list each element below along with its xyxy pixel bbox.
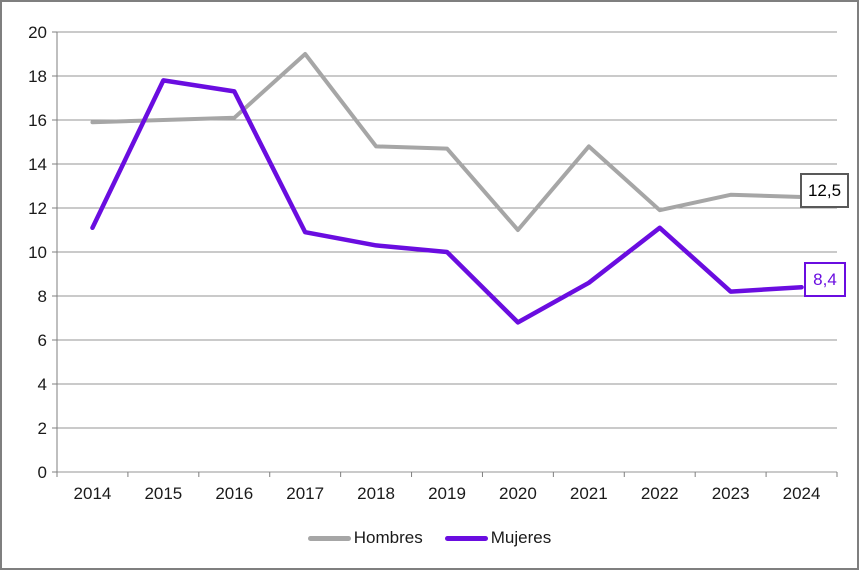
legend-item-hombres: Hombres xyxy=(307,528,423,548)
x-tick-label: 2022 xyxy=(641,484,679,503)
x-tick-label: 2014 xyxy=(74,484,112,503)
legend-item-mujeres: Mujeres xyxy=(444,528,552,548)
x-tick-label: 2024 xyxy=(783,484,821,503)
x-tick-label: 2020 xyxy=(499,484,537,503)
x-tick-label: 2017 xyxy=(286,484,324,503)
legend: Hombres Mujeres xyxy=(2,524,857,552)
hombres-line xyxy=(90,52,804,232)
y-tick-label: 10 xyxy=(28,243,47,262)
y-tick-label: 4 xyxy=(38,375,47,394)
y-tick-label: 12 xyxy=(28,199,47,218)
y-tick-label: 18 xyxy=(28,67,47,86)
x-tick-label: 2015 xyxy=(144,484,182,503)
legend-label-mujeres: Mujeres xyxy=(490,528,552,547)
hombres-line-swatch xyxy=(307,535,351,541)
mujeres-line xyxy=(90,78,804,325)
y-tick-label: 2 xyxy=(38,419,47,438)
hombres-data-label: 12,5 xyxy=(800,173,849,208)
y-tick-label: 14 xyxy=(28,155,47,174)
y-tick-label: 6 xyxy=(38,331,47,350)
y-tick-label: 8 xyxy=(38,287,47,306)
x-tick-label: 2018 xyxy=(357,484,395,503)
x-tick-label: 2019 xyxy=(428,484,466,503)
mujeres-data-label: 8,4 xyxy=(804,262,846,297)
y-tick-label: 0 xyxy=(38,463,47,482)
mujeres-line-swatch xyxy=(444,535,488,541)
x-tick-label: 2023 xyxy=(712,484,750,503)
y-tick-label: 16 xyxy=(28,111,47,130)
legend-label-hombres: Hombres xyxy=(353,528,423,547)
x-tick-label: 2021 xyxy=(570,484,608,503)
x-tick-label: 2016 xyxy=(215,484,253,503)
y-tick-label: 20 xyxy=(28,23,47,42)
